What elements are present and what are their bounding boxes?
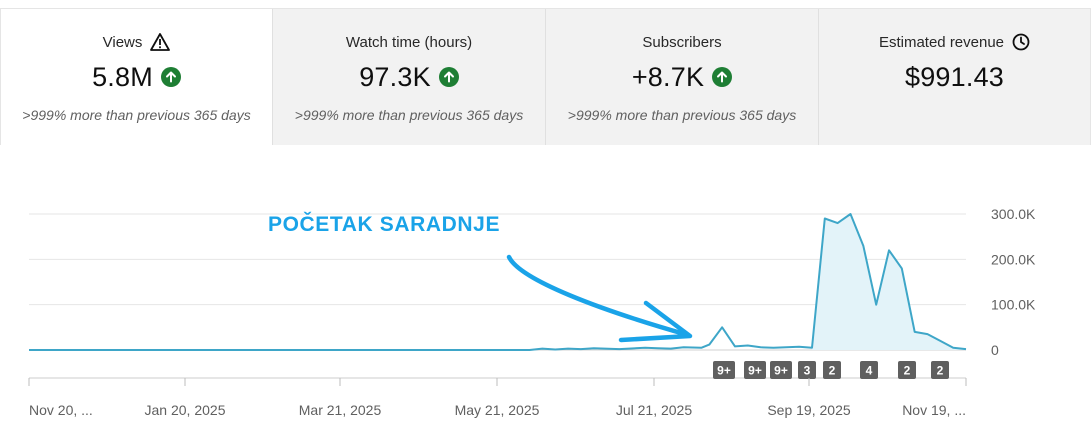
- y-tick-label: 300.0K: [991, 206, 1036, 222]
- views-series-line[interactable]: [29, 213, 967, 351]
- y-tick-label: 100.0K: [991, 297, 1036, 313]
- watch-time-card[interactable]: Watch time (hours) 97.3K >999% more than…: [273, 9, 546, 145]
- watch-time-comparison: >999% more than previous 365 days: [294, 107, 524, 123]
- event-badge-label: 2: [904, 364, 911, 378]
- event-badge-label: 3: [804, 364, 811, 378]
- event-badge[interactable]: 3: [798, 361, 816, 379]
- arrow-up-icon: [712, 67, 733, 87]
- revenue-value: $991.43: [905, 61, 1004, 92]
- arrow-up-icon: [160, 67, 181, 87]
- x-tick-label: Nov 20, ...: [29, 402, 93, 418]
- x-tick-label: May 21, 2025: [455, 402, 540, 418]
- event-badge-label: 2: [937, 364, 944, 378]
- annotation-label: POČETAK SARADNJE: [268, 213, 501, 236]
- views-value: 5.8M: [1, 60, 272, 94]
- annotation-arrow: [506, 254, 693, 343]
- subscribers-comparison: >999% more than previous 365 days: [567, 107, 797, 123]
- event-badge-label: 9+: [748, 364, 762, 378]
- event-badge[interactable]: 4: [860, 361, 878, 379]
- event-badge[interactable]: 2: [823, 361, 841, 379]
- event-badge[interactable]: 9+: [770, 361, 792, 379]
- event-badge-label: 2: [829, 364, 836, 378]
- warning-icon[interactable]: [150, 33, 171, 51]
- y-tick-label: 0: [991, 342, 999, 358]
- views-comparison: >999% more than previous 365 days: [22, 107, 251, 123]
- subscribers-card[interactable]: Subscribers +8.7K >999% more than previo…: [546, 9, 819, 145]
- event-badges: 9+ 9+ 9+ 3 2 4 2 2: [713, 361, 949, 379]
- watch-time-title: Watch time (hours): [345, 33, 473, 51]
- arrow-up-icon: [438, 67, 459, 87]
- x-tick-label: Sep 19, 2025: [767, 402, 851, 418]
- views-title: Views: [1, 33, 272, 51]
- watch-time-value: 97.3K: [273, 60, 545, 94]
- revenue-title: Estimated revenue: [819, 33, 1090, 51]
- event-badge[interactable]: 9+: [713, 361, 735, 379]
- event-badge[interactable]: 2: [931, 361, 949, 379]
- x-axis-ticks: Nov 20, ... Jan 20, 2025 Mar 21, 2025 May 2…: [28, 378, 967, 418]
- views-area-fill: [812, 214, 966, 350]
- event-badge[interactable]: 2: [898, 361, 916, 379]
- y-tick-label: 200.0K: [991, 251, 1036, 267]
- x-tick-label: Mar 21, 2025: [299, 402, 382, 418]
- metric-cards: Views 5.8M >999% more than previous 365 …: [0, 8, 1091, 145]
- x-tick-label: Nov 19, ...: [902, 402, 966, 418]
- x-tick-label: Jul 21, 2025: [616, 402, 692, 418]
- event-badge-label: 9+: [717, 364, 731, 378]
- event-badge-label: 9+: [774, 364, 788, 378]
- event-badge[interactable]: 9+: [744, 361, 766, 379]
- views-line-chart[interactable]: 300.0K 200.0K 100.0K 0 9+ 9+ 9+ 3 2 4 2 2 Nov 20, …: [0, 150, 1091, 431]
- y-axis-ticks: 300.0K 200.0K 100.0K 0: [991, 206, 1036, 358]
- x-tick-label: Jan 20, 2025: [145, 402, 226, 418]
- subscribers-title: Subscribers: [642, 33, 722, 51]
- clock-icon[interactable]: [1012, 33, 1030, 51]
- event-badge-label: 4: [866, 364, 873, 378]
- views-card[interactable]: Views 5.8M >999% more than previous 365 …: [0, 9, 273, 145]
- subscribers-value: +8.7K: [546, 60, 818, 94]
- revenue-card[interactable]: Estimated revenue $991.43: [819, 9, 1091, 145]
